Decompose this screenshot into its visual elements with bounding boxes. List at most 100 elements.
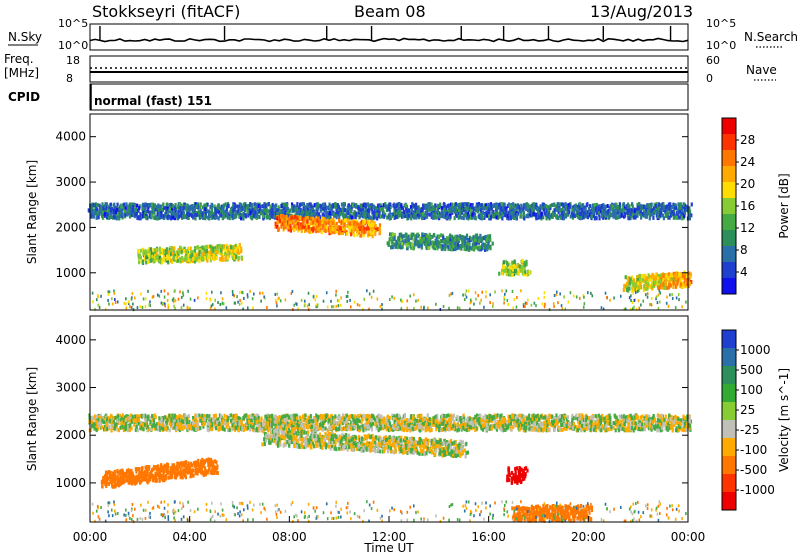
data-cell xyxy=(323,202,326,207)
data-cell xyxy=(397,213,400,218)
data-cell xyxy=(225,208,228,213)
data-cell xyxy=(399,244,402,249)
data-cell xyxy=(361,227,364,232)
data-cell xyxy=(636,202,639,207)
data-cell xyxy=(289,219,292,224)
data-cell xyxy=(138,205,141,210)
noise-search-label: N.Search xyxy=(744,30,798,44)
data-cell xyxy=(103,427,106,432)
data-cell xyxy=(489,216,492,221)
data-cell xyxy=(506,213,509,218)
data-cell xyxy=(178,209,181,214)
data-cell xyxy=(259,211,263,216)
data-cell xyxy=(589,209,592,214)
data-cell xyxy=(459,214,462,219)
data-cell xyxy=(526,298,529,302)
data-cell xyxy=(304,223,308,228)
y-tick-label: 2000 xyxy=(55,220,86,234)
data-cell xyxy=(242,215,245,220)
data-cell xyxy=(615,205,618,210)
data-cell xyxy=(537,206,540,211)
data-cell xyxy=(634,298,637,302)
data-cell xyxy=(480,203,483,208)
data-cell xyxy=(373,209,376,214)
data-cell xyxy=(129,418,132,423)
data-cell xyxy=(628,216,631,221)
data-cell xyxy=(191,213,194,218)
data-cell xyxy=(281,219,284,224)
data-cell xyxy=(156,293,159,297)
data-cell xyxy=(363,297,366,301)
data-cell xyxy=(669,277,672,282)
data-cell xyxy=(626,202,630,207)
data-cell xyxy=(483,214,486,219)
data-cell xyxy=(212,212,215,217)
data-cell xyxy=(146,424,149,429)
data-cell xyxy=(274,298,277,302)
data-cell xyxy=(541,302,544,306)
data-cell xyxy=(180,246,183,251)
data-cell xyxy=(319,226,322,231)
data-cell xyxy=(106,212,109,217)
data-cell xyxy=(289,228,293,233)
data-cell xyxy=(146,427,150,432)
data-cell xyxy=(532,203,535,208)
data-cell xyxy=(326,305,329,309)
data-cell xyxy=(399,213,402,218)
data-cell xyxy=(618,202,621,207)
data-cell xyxy=(115,422,118,427)
data-cell xyxy=(273,204,276,209)
data-cell xyxy=(595,211,598,216)
data-cell xyxy=(308,221,312,226)
data-cell xyxy=(439,233,443,238)
data-cell xyxy=(149,419,152,424)
data-cell xyxy=(252,207,255,212)
data-cell xyxy=(332,305,335,309)
data-cell xyxy=(356,222,359,227)
data-cell xyxy=(453,241,457,246)
colorbar-swatch xyxy=(722,166,736,183)
data-cell xyxy=(120,415,124,420)
data-cell xyxy=(287,227,290,232)
data-cell xyxy=(650,303,653,307)
data-cell xyxy=(517,271,520,276)
data-cell xyxy=(302,206,305,211)
data-cell xyxy=(658,300,661,304)
data-cell xyxy=(635,307,638,311)
data-cell xyxy=(474,233,478,238)
data-cell xyxy=(555,290,558,294)
data-cell xyxy=(142,413,145,418)
data-cell xyxy=(355,203,358,208)
data-cell xyxy=(362,219,365,224)
data-cell xyxy=(440,213,443,218)
data-cell xyxy=(599,209,603,214)
data-cell xyxy=(473,245,476,250)
data-cell xyxy=(628,286,631,291)
data-cell xyxy=(197,212,200,217)
data-cell xyxy=(654,273,657,278)
data-cell xyxy=(518,207,521,212)
data-cell xyxy=(271,211,274,216)
data-cell xyxy=(474,291,477,295)
data-cell xyxy=(205,253,209,258)
data-cell xyxy=(374,226,378,231)
data-cell xyxy=(334,202,337,207)
data-cell xyxy=(651,281,654,286)
date-label: 13/Aug/2013 xyxy=(590,2,693,21)
data-cell xyxy=(456,234,459,239)
data-cell xyxy=(167,208,170,213)
data-cell xyxy=(125,302,127,306)
data-cell xyxy=(392,242,395,247)
data-cell xyxy=(381,206,384,211)
data-cell xyxy=(506,211,509,216)
data-cell xyxy=(500,202,503,207)
data-cell xyxy=(602,203,605,208)
data-cell xyxy=(650,274,653,279)
data-cell xyxy=(393,296,396,300)
data-cell xyxy=(592,210,596,215)
data-cell xyxy=(395,208,398,213)
data-cell xyxy=(268,211,271,216)
data-cell xyxy=(644,284,648,289)
data-cell xyxy=(209,244,212,249)
data-cell xyxy=(555,205,558,210)
